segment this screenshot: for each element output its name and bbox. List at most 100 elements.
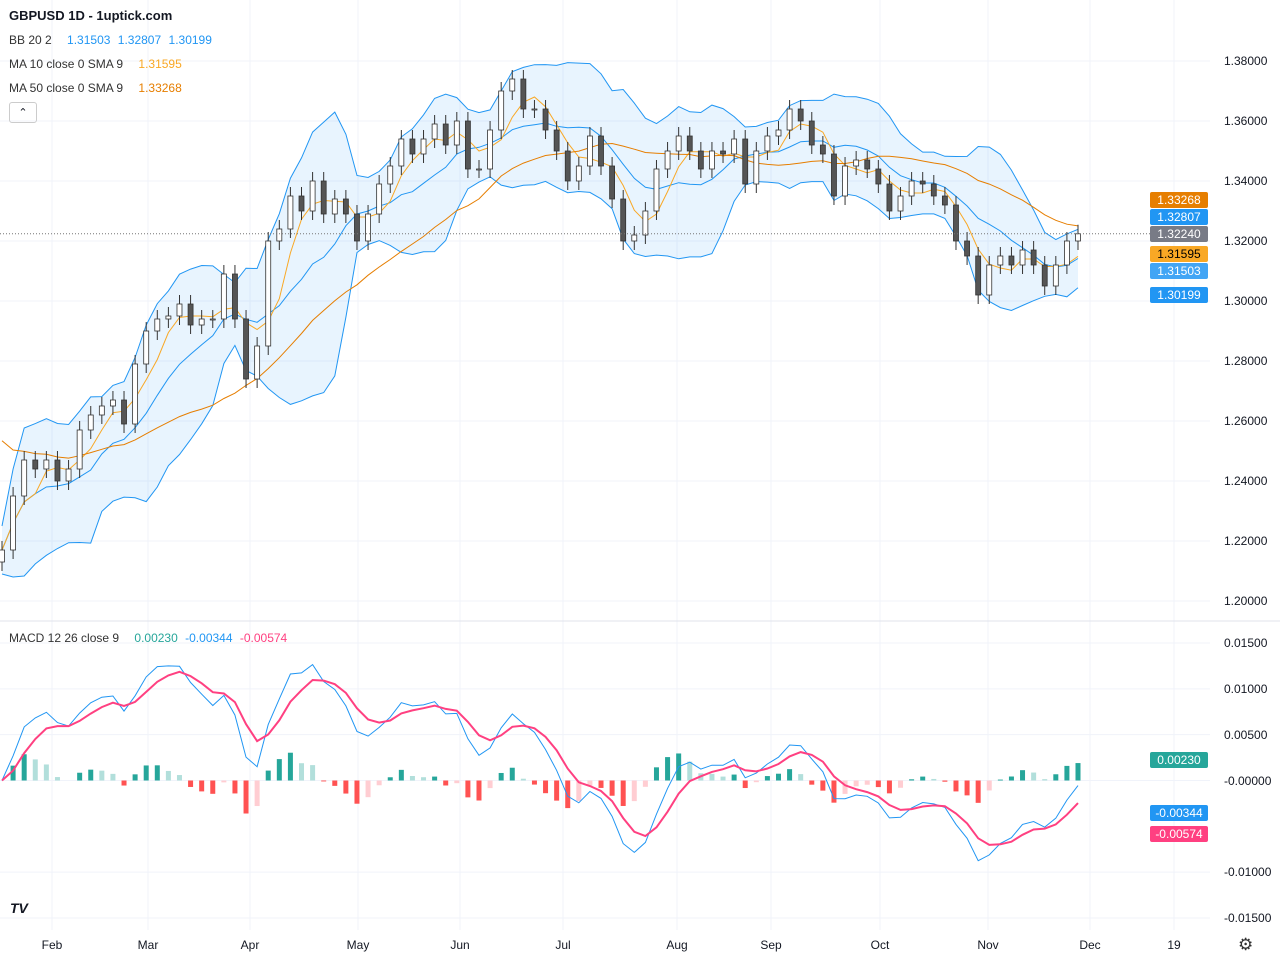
candle-body bbox=[653, 168, 660, 212]
macd-histogram-bar bbox=[742, 780, 748, 789]
candle-body bbox=[531, 108, 538, 111]
macd-histogram-bar bbox=[842, 780, 848, 794]
time-axis-label: Apr bbox=[240, 938, 260, 952]
macd-histogram-bar bbox=[265, 770, 271, 781]
macd-histogram-bar bbox=[154, 765, 160, 781]
macd-signal-value: -0.00574 bbox=[239, 631, 288, 645]
macd-histogram-bar bbox=[432, 776, 438, 781]
macd-histogram-bar bbox=[43, 764, 49, 781]
candle-body bbox=[564, 150, 571, 182]
candle-body bbox=[598, 135, 604, 167]
macd-histogram-bar bbox=[909, 779, 915, 781]
macd-histogram-bar bbox=[653, 767, 659, 781]
candle-body bbox=[930, 183, 937, 197]
candle-body bbox=[886, 183, 893, 212]
macd-signal-tag: -0.00574 bbox=[1150, 826, 1208, 842]
macd-line-tag: -0.00344 bbox=[1150, 805, 1208, 821]
price-axis-label: 1.34000 bbox=[1224, 174, 1268, 188]
ma10-line bbox=[1, 96, 1079, 551]
macd-histogram-bar bbox=[953, 780, 959, 792]
candle-body bbox=[387, 165, 394, 185]
macd-histogram-bar bbox=[354, 780, 360, 804]
price-axis-label: 1.24000 bbox=[1224, 474, 1268, 488]
price-axis-label: 1.38000 bbox=[1224, 54, 1268, 68]
macd-histogram-bar bbox=[731, 774, 737, 781]
macd-histogram-bar bbox=[853, 780, 859, 787]
candle-body bbox=[43, 459, 50, 470]
bb-lower-line bbox=[1, 176, 1079, 578]
candle-body bbox=[98, 405, 105, 416]
ma10-label: MA 10 close 0 SMA 9 bbox=[9, 57, 124, 71]
macd-histogram-bar bbox=[188, 780, 194, 787]
candle-body bbox=[276, 228, 283, 242]
macd-histogram-bar bbox=[299, 763, 305, 781]
macd-histogram-bar bbox=[176, 775, 182, 781]
chevron-up-icon: ⌃ bbox=[18, 107, 28, 119]
macd-histogram-bar bbox=[831, 780, 837, 803]
macd-histogram-bar bbox=[964, 780, 970, 796]
price-axis-label: 1.22000 bbox=[1224, 534, 1268, 548]
candle-body bbox=[365, 213, 371, 242]
time-axis-label: May bbox=[346, 938, 370, 952]
macd-histogram-bar bbox=[276, 759, 282, 781]
macd-histogram-bar bbox=[287, 752, 293, 781]
candle-body bbox=[509, 78, 516, 92]
macd-histogram-bar bbox=[1064, 765, 1070, 781]
macd-histogram-bar bbox=[898, 780, 904, 788]
candle-body bbox=[1030, 249, 1037, 266]
macd-histogram-bar bbox=[1031, 772, 1037, 781]
candle-body bbox=[753, 150, 760, 185]
candle-body bbox=[431, 123, 438, 140]
candle-body bbox=[442, 123, 449, 146]
ma50-price-tag: 1.33268 bbox=[1150, 192, 1208, 208]
candle-body bbox=[1019, 249, 1026, 266]
macd-histogram-bar bbox=[232, 780, 238, 794]
candle-body bbox=[786, 108, 793, 131]
tradingview-logo[interactable]: TV bbox=[10, 900, 28, 916]
bb-basis-value: 1.31503 bbox=[67, 33, 111, 47]
candle-body bbox=[975, 255, 982, 296]
candle-body bbox=[697, 150, 704, 170]
candle-body bbox=[376, 183, 383, 215]
candle-body bbox=[354, 213, 360, 242]
macd-histogram-bar bbox=[565, 780, 571, 809]
candle-body bbox=[686, 135, 693, 152]
gear-icon[interactable]: ⚙ bbox=[1238, 935, 1254, 954]
price-axis-label: 1.28000 bbox=[1224, 354, 1268, 368]
macd-histogram-bar bbox=[798, 774, 804, 781]
candle-body bbox=[243, 318, 249, 380]
candle-body bbox=[487, 129, 493, 170]
candle-body bbox=[620, 198, 627, 242]
chart-title: GBPUSD 1D - 1uptick.com bbox=[9, 8, 173, 23]
macd-histogram-bar bbox=[864, 780, 870, 785]
macd-histogram-bar bbox=[775, 773, 781, 781]
macd-histogram-bar bbox=[221, 780, 227, 783]
macd-histogram-bar bbox=[631, 780, 637, 802]
time-axis-label: Jul bbox=[555, 938, 571, 952]
macd-histogram-bar bbox=[886, 780, 892, 794]
candle-body bbox=[87, 414, 94, 431]
candle-body bbox=[764, 135, 771, 152]
price-axis-label: 1.30000 bbox=[1224, 294, 1268, 308]
candle-body bbox=[742, 138, 749, 185]
candle-body bbox=[587, 135, 593, 167]
macd-histogram-bar bbox=[1020, 770, 1026, 781]
macd-histogram-bar bbox=[498, 772, 504, 781]
candle-body bbox=[864, 159, 871, 170]
price-axis-label: 1.20000 bbox=[1224, 594, 1268, 608]
macd-histogram-bar bbox=[88, 769, 94, 781]
macd-histogram-bar bbox=[1008, 776, 1014, 781]
candle-body bbox=[775, 129, 782, 137]
macd-histogram-bar bbox=[365, 780, 371, 798]
candle-body bbox=[542, 108, 549, 131]
candle-body bbox=[287, 195, 294, 230]
collapse-legend-button[interactable]: ⌃ bbox=[9, 102, 37, 123]
candle-body bbox=[65, 468, 72, 482]
candle-body bbox=[476, 168, 482, 171]
legend-bb: BB 20 2 1.31503 1.32807 1.30199 bbox=[9, 33, 216, 47]
candle-body bbox=[1064, 240, 1070, 266]
macd-histogram-bar bbox=[54, 777, 60, 781]
macd-histogram-bar bbox=[520, 778, 526, 781]
candle-body bbox=[997, 255, 1004, 266]
